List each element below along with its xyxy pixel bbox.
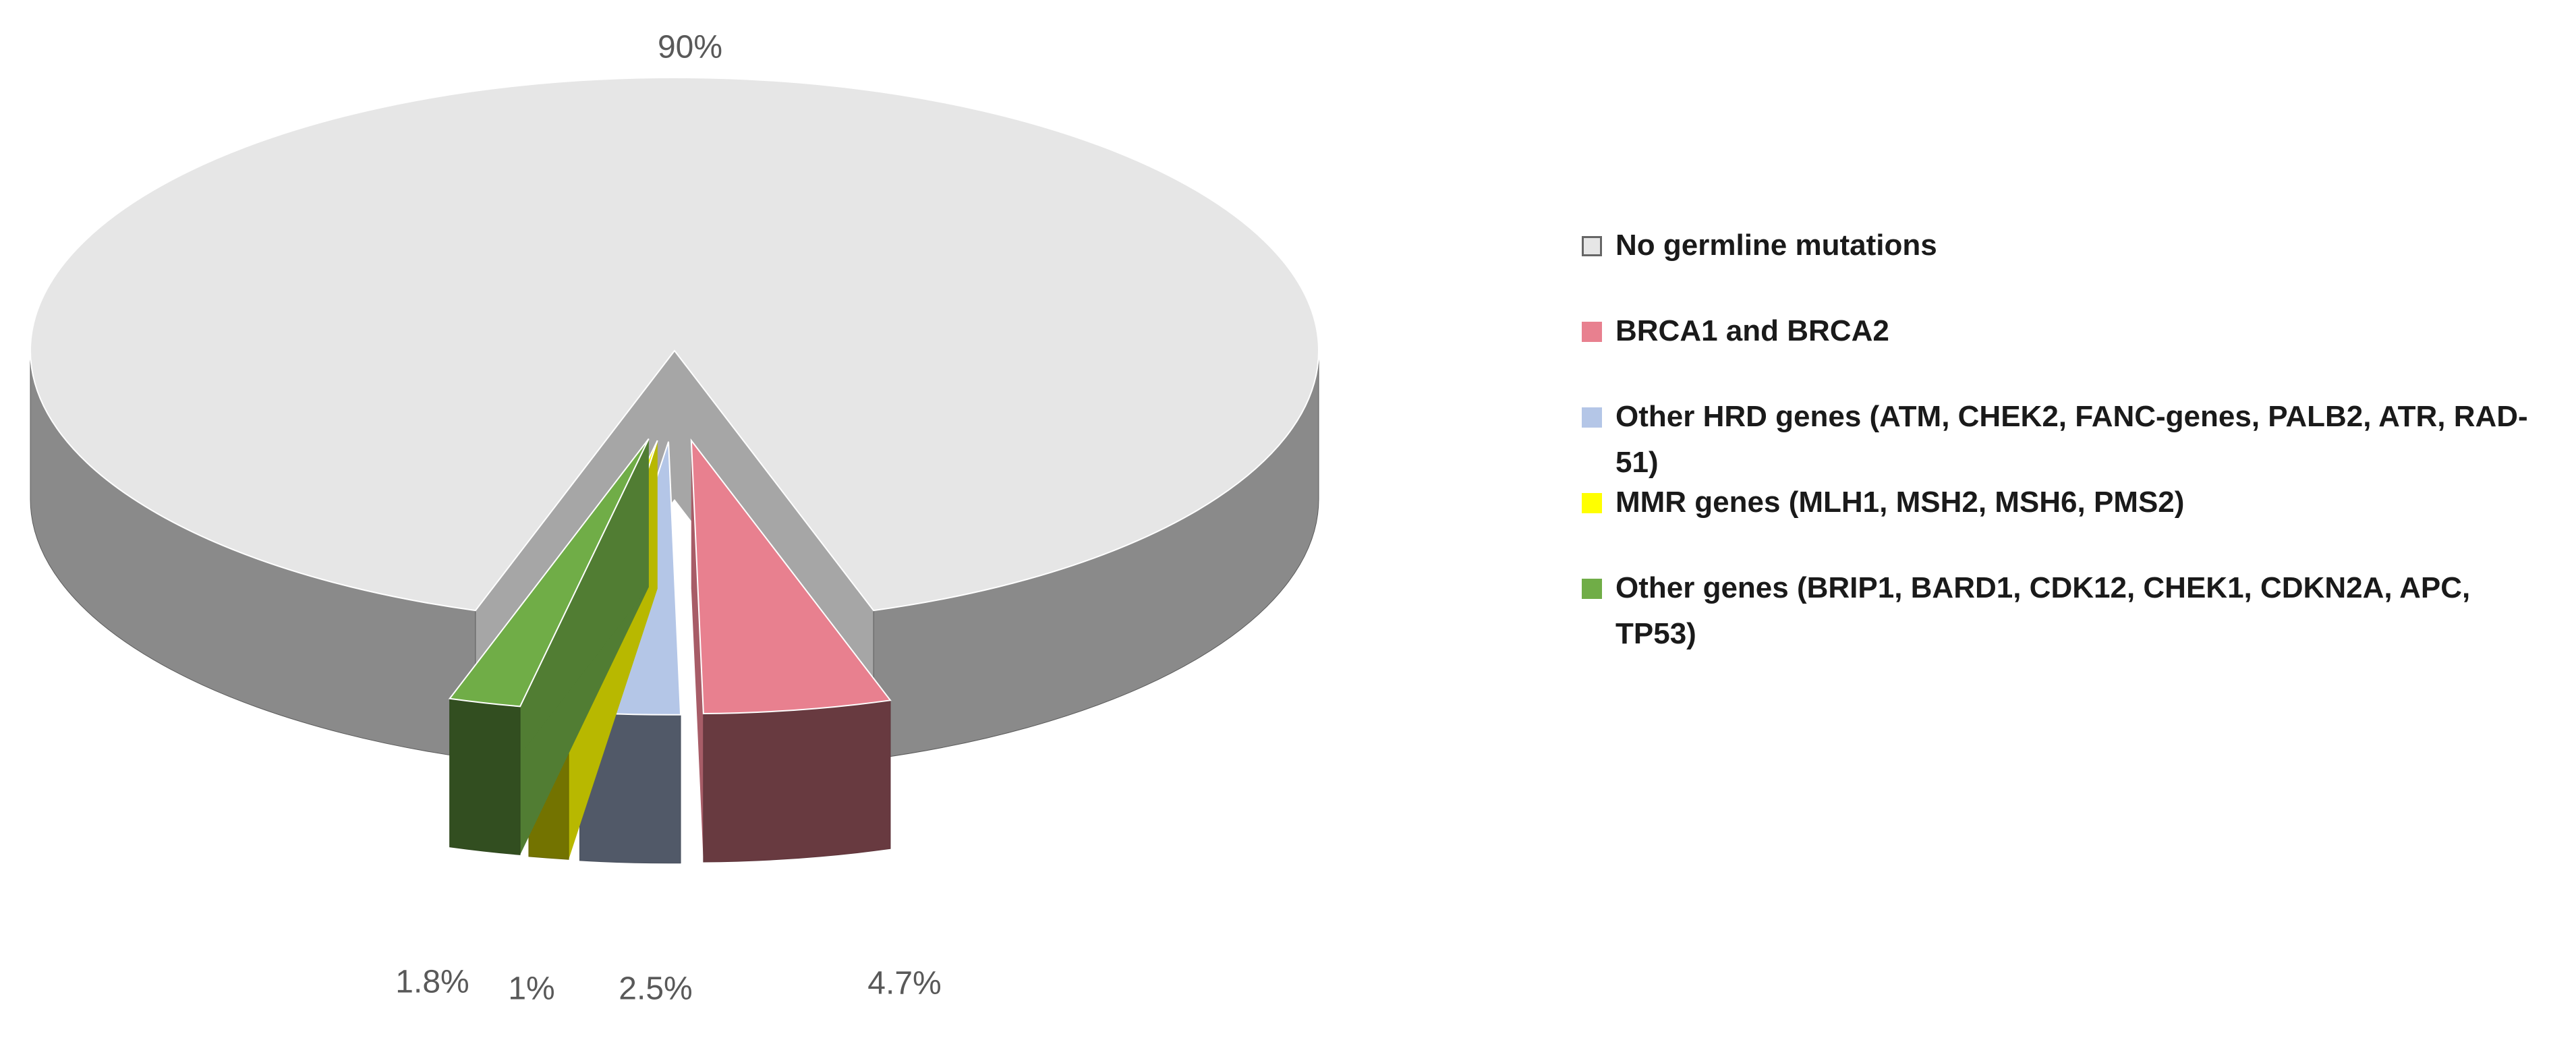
value-label: 90% bbox=[658, 30, 722, 65]
value-label: 2.5% bbox=[619, 971, 692, 1007]
legend-swatch bbox=[1582, 493, 1602, 513]
value-label: 1% bbox=[508, 971, 554, 1007]
legend-item: Other genes (BRIP1, BARD1, CDK12, CHEK1,… bbox=[1582, 565, 2553, 657]
legend-swatch bbox=[1582, 322, 1602, 342]
legend-label: Other genes (BRIP1, BARD1, CDK12, CHEK1,… bbox=[1615, 571, 2471, 650]
legend-swatch bbox=[1582, 236, 1602, 256]
legend: No germline mutations BRCA1 and BRCA2 Othe… bbox=[1582, 223, 2553, 695]
legend-item: MMR genes (MLH1, MSH2, MSH6, PMS2) bbox=[1582, 480, 2553, 525]
slice-wall bbox=[691, 440, 704, 863]
pie-slice bbox=[30, 77, 1319, 612]
legend-swatch bbox=[1582, 407, 1602, 428]
pie-slice bbox=[448, 438, 650, 708]
slice-side bbox=[703, 699, 891, 863]
value-label: 1.8% bbox=[395, 964, 469, 1000]
legend-item: Other HRD genes (ATM, CHEK2, FANC-genes,… bbox=[1582, 394, 2553, 486]
pie-slice bbox=[690, 438, 892, 715]
slice-side bbox=[449, 698, 521, 855]
legend-label: Other HRD genes (ATM, CHEK2, FANC-genes,… bbox=[1615, 400, 2528, 479]
legend-label: BRCA1 and BRCA2 bbox=[1615, 314, 1889, 347]
value-label: 4.7% bbox=[867, 966, 941, 1002]
legend-item: BRCA1 and BRCA2 bbox=[1582, 308, 2553, 354]
legend-swatch bbox=[1582, 579, 1602, 599]
legend-label: No germline mutations bbox=[1615, 229, 1937, 262]
legend-item: No germline mutations bbox=[1582, 223, 2553, 268]
legend-label: MMR genes (MLH1, MSH2, MSH6, PMS2) bbox=[1615, 486, 2185, 519]
